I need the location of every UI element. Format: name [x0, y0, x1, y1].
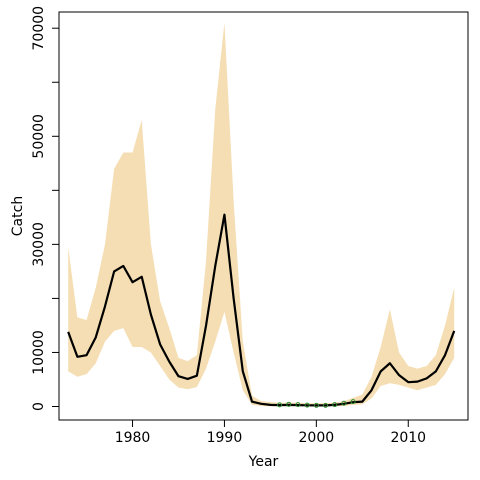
observed-point [304, 402, 310, 408]
confidence-band [68, 22, 455, 407]
x-axis-label: Year [248, 454, 279, 470]
observed-points-layer [277, 399, 356, 408]
x-tick-label: 1980 [115, 430, 151, 446]
x-tick-label: 1990 [207, 430, 243, 446]
y-tick-label: 30000 [31, 222, 47, 267]
y-axis-label: Catch [10, 196, 26, 236]
x-tick-label: 2000 [299, 430, 335, 446]
observed-point [295, 402, 301, 408]
observed-point [323, 402, 329, 408]
y-axis: 0 10000 30000 50000 70000 [31, 6, 59, 411]
observed-point [350, 399, 356, 405]
estimate-line-layer [67, 213, 456, 407]
x-axis: 1980 1990 2000 2010 [115, 420, 426, 446]
y-tick-label: 70000 [31, 6, 47, 51]
y-tick-label: 0 [31, 402, 47, 411]
observed-point [313, 402, 319, 408]
estimate-line [67, 213, 456, 407]
x-tick-label: 2010 [390, 430, 426, 446]
observed-point [277, 402, 283, 408]
observed-point [341, 400, 347, 406]
y-tick-label: 50000 [31, 114, 47, 159]
observed-point [332, 402, 338, 408]
plot-frame [58, 11, 469, 421]
confidence-band-layer [68, 22, 455, 407]
y-tick-label: 10000 [31, 330, 47, 375]
observed-point [286, 401, 292, 407]
